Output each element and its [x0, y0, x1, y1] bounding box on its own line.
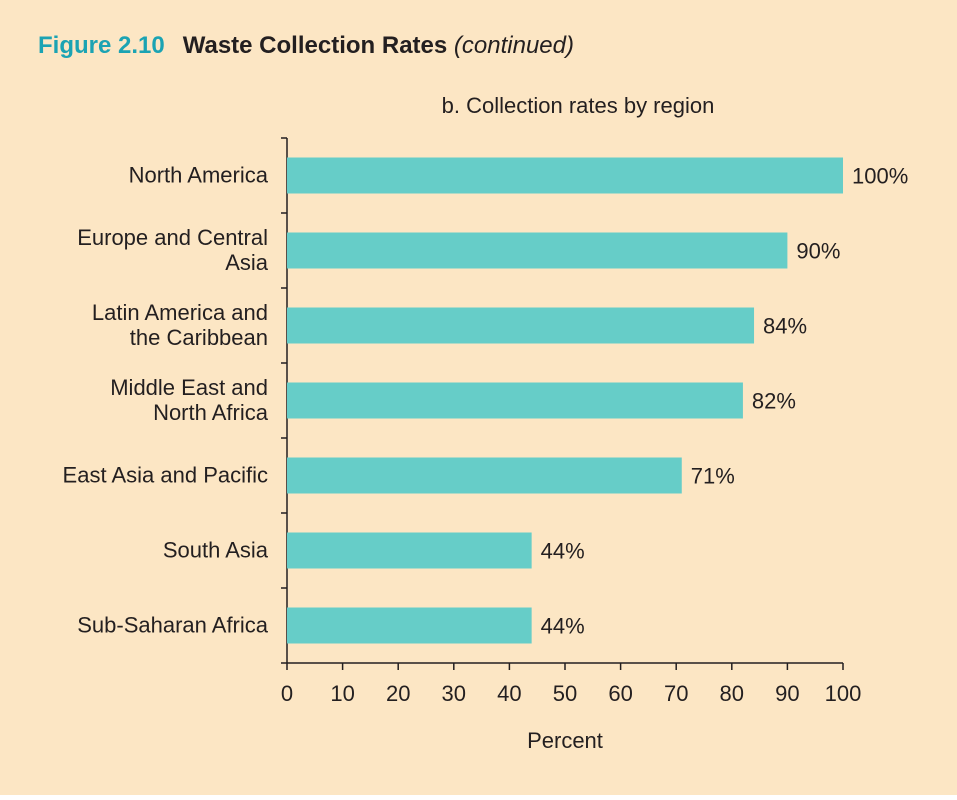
x-tick-label: 20: [386, 681, 410, 706]
x-tick-label: 0: [281, 681, 293, 706]
bar-4: [287, 382, 743, 419]
bar-1: [287, 157, 843, 194]
bar-3: [287, 307, 755, 344]
data-label: 100%: [852, 164, 908, 189]
bar-7: [287, 607, 532, 644]
data-label: 82%: [752, 389, 796, 414]
x-tick-label: 30: [442, 681, 466, 706]
figure-title: Waste Collection Rates: [182, 32, 448, 59]
category-label: South Asia: [163, 538, 269, 563]
bar-2: [287, 232, 788, 269]
x-tick-label: 80: [720, 681, 744, 706]
category-label: Sub-Saharan Africa: [77, 613, 269, 638]
data-label: 44%: [541, 539, 585, 564]
data-label: 44%: [541, 614, 585, 639]
figure-continued: (continued): [453, 32, 574, 59]
category-label: Middle East and North Africa: [110, 375, 269, 425]
x-tick-label: 50: [553, 681, 577, 706]
data-label: 71%: [691, 464, 735, 489]
category-label: Europe and Central Asia: [77, 225, 269, 275]
x-tick-label: 70: [664, 681, 688, 706]
bar-5: [287, 457, 682, 494]
x-tick-label: 10: [330, 681, 354, 706]
bar-6: [287, 532, 532, 569]
x-axis-title: Percent: [527, 728, 603, 753]
x-tick-label: 90: [775, 681, 799, 706]
chart-subtitle: b. Collection rates by region: [442, 93, 715, 118]
x-tick-label: 60: [608, 681, 632, 706]
figure-number: Figure 2.10: [38, 32, 165, 59]
x-tick-label: 40: [497, 681, 521, 706]
category-label: East Asia and Pacific: [63, 463, 268, 488]
category-label: Latin America and the Caribbean: [92, 300, 268, 350]
data-label: 84%: [763, 314, 807, 339]
category-label: North America: [129, 163, 269, 188]
figure-header: Figure 2.10 Waste Collection Rates (conti…: [38, 32, 574, 60]
data-label: 90%: [796, 239, 840, 264]
x-tick-label: 100: [825, 681, 862, 706]
